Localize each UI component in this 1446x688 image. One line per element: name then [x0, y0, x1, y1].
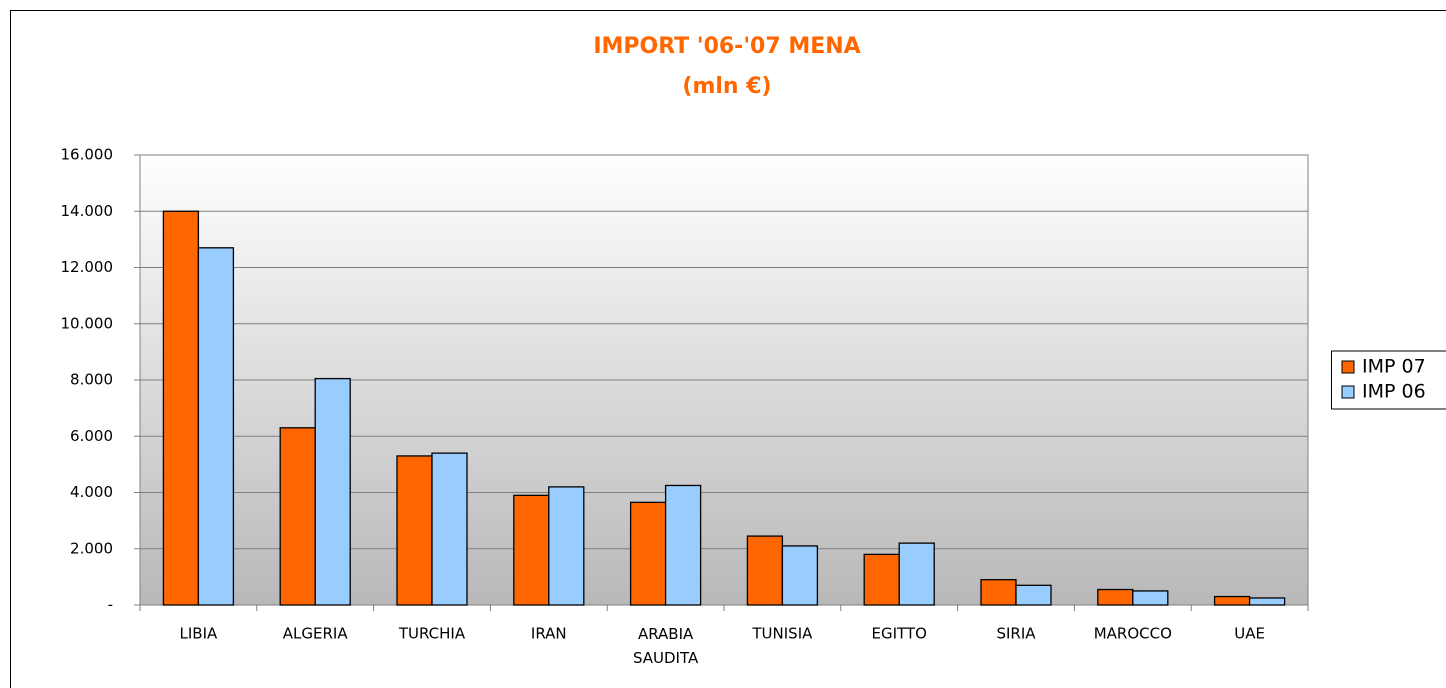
bar [1248, 597, 1286, 606]
bar [314, 377, 351, 606]
x-tick-label: IRAN [531, 625, 567, 643]
chart-subtitle: (mln €) [682, 74, 771, 99]
y-tick-label: 16.000 [61, 146, 114, 164]
legend-swatch [1341, 385, 1355, 399]
bar [279, 427, 316, 606]
y-tick-label: 2.000 [70, 539, 113, 557]
x-tick-label: SIRIA [996, 625, 1036, 643]
bar [548, 486, 585, 606]
x-tick-label: ALGERIA [283, 625, 349, 643]
chart-title: IMPORT '06-'07 MENA [593, 34, 860, 59]
bar [1097, 588, 1134, 606]
y-tick-label: 12.000 [61, 258, 114, 276]
y-tick-label: 10.000 [61, 314, 114, 332]
y-tick-label: 4.000 [70, 483, 113, 501]
x-tick-label: MAROCCO [1094, 625, 1172, 643]
x-tick-label: LIBIA [180, 625, 218, 643]
y-tick-label: - [108, 596, 113, 614]
bar [396, 455, 433, 606]
bar [1213, 595, 1251, 606]
bar [513, 494, 550, 606]
legend-box [1331, 350, 1446, 410]
bar [781, 545, 819, 606]
y-tick-label: 8.000 [70, 371, 113, 389]
bar [664, 484, 702, 606]
bar [629, 501, 667, 606]
legend-swatch [1341, 360, 1355, 374]
y-tick-label: 6.000 [70, 427, 113, 445]
x-tick-label: EGITTO [871, 625, 926, 643]
bar [197, 247, 235, 606]
x-tick-label: TURCHIA [398, 625, 466, 643]
x-tick-label: TUNISIA [751, 625, 813, 643]
bar [431, 452, 468, 606]
x-tick-label: ARABIA SAUDITA [633, 625, 699, 667]
bar [746, 535, 784, 606]
legend-label: IMP 06 [1362, 381, 1426, 403]
legend-label: IMP 07 [1362, 356, 1426, 378]
bar [162, 210, 200, 606]
bar [898, 542, 935, 606]
bar [863, 553, 900, 606]
y-tick-label: 14.000 [61, 202, 114, 220]
bar [1132, 590, 1169, 606]
bar [1015, 584, 1052, 606]
bar [980, 579, 1017, 606]
x-tick-label: UAE [1234, 625, 1265, 643]
